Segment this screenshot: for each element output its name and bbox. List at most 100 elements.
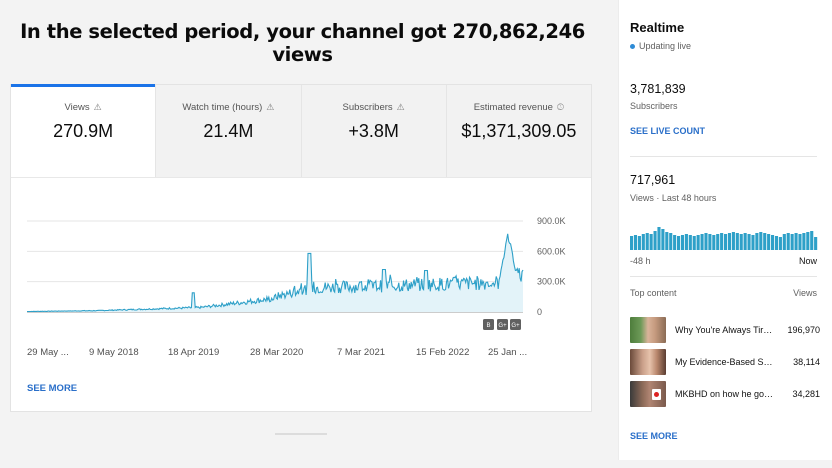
tab-views[interactable]: Views ⚠ 270.9M xyxy=(11,84,156,177)
tab-value: 21.4M xyxy=(203,121,254,141)
views-column-label: Views xyxy=(793,288,817,298)
realtime-bar xyxy=(684,234,688,250)
warning-icon: ⚠ xyxy=(396,102,405,112)
realtime-bar xyxy=(724,234,728,250)
realtime-title: Realtime xyxy=(630,20,685,35)
tab-revenue[interactable]: Estimated revenue 🕓︎ $1,371,309.05 xyxy=(445,85,591,177)
x-tick-label: 7 Mar 2021 xyxy=(337,347,385,358)
realtime-bar xyxy=(649,234,653,250)
realtime-bar xyxy=(680,235,685,250)
tab-label: Estimated revenue xyxy=(473,102,553,113)
analytics-card: Views ⚠ 270.9M Watch time (hours) ⚠ 21.4M … xyxy=(10,84,592,412)
tab-subscribers[interactable]: Subscribers ⚠ +3.8M xyxy=(300,85,446,177)
y-tick-label: 600.0K xyxy=(537,246,566,256)
divider xyxy=(630,276,817,277)
chart-annotation-badge[interactable]: B xyxy=(483,319,494,330)
realtime-bar xyxy=(767,234,771,250)
realtime-bar xyxy=(755,233,759,250)
tab-watch-time[interactable]: Watch time (hours) ⚠ 21.4M xyxy=(155,85,301,177)
tab-label: Watch time (hours) xyxy=(182,102,263,113)
bars-end-label: Now xyxy=(798,256,817,266)
realtime-see-more-link[interactable]: SEE MORE xyxy=(630,431,678,441)
views-chart: 900.0K 600.0K 300.0K 0 29 May ... 9 May 2018 1… xyxy=(11,178,591,368)
see-live-count-link[interactable]: SEE LIVE COUNT xyxy=(630,126,706,136)
views-chart-svg: 900.0K 600.0K 300.0K 0 29 May ... 9 May 2018 1… xyxy=(27,216,566,358)
realtime-bar xyxy=(645,233,649,250)
badge-label: B xyxy=(486,323,490,329)
realtime-bar xyxy=(735,233,739,250)
subscriber-label: Subscribers xyxy=(630,101,678,111)
realtime-bar xyxy=(814,237,818,250)
video-views: 196,970 xyxy=(787,325,820,335)
chart-annotation-badge[interactable]: G+ xyxy=(510,319,521,330)
top-content-item[interactable]: Why You're Always Tire... 196,970 xyxy=(630,316,820,344)
tab-label: Views xyxy=(64,102,90,113)
realtime-bar xyxy=(778,237,782,250)
realtime-bar xyxy=(630,236,634,250)
realtime-bar xyxy=(665,232,669,250)
tab-value: +3.8M xyxy=(348,121,399,141)
realtime-bar xyxy=(633,235,638,250)
realtime-bar xyxy=(653,231,657,250)
x-tick-label: 25 Jan ... xyxy=(488,347,527,358)
realtime-panel: Realtime Updating live 3,781,839 Subscri… xyxy=(618,0,832,460)
logo-dot-icon xyxy=(654,392,659,397)
video-thumbnail xyxy=(630,381,666,407)
scroll-indicator xyxy=(275,433,327,435)
badge-background xyxy=(483,319,494,330)
video-title: My Evidence-Based Ski... xyxy=(675,357,775,367)
top-content-item[interactable]: My Evidence-Based Ski... 38,114 xyxy=(630,348,820,376)
realtime-views-label: Views · Last 48 hours xyxy=(630,193,717,203)
realtime-bar xyxy=(637,236,641,250)
tab-value: 270.9M xyxy=(53,121,114,141)
video-views: 38,114 xyxy=(793,357,820,367)
realtime-bar xyxy=(786,233,790,250)
realtime-bar xyxy=(751,235,755,250)
realtime-bar xyxy=(704,233,708,250)
badge-background xyxy=(497,319,508,330)
realtime-bar-chart xyxy=(630,227,818,250)
realtime-bar xyxy=(696,235,700,250)
realtime-bar xyxy=(763,233,767,250)
realtime-bar xyxy=(673,235,677,250)
x-tick-label: 15 Feb 2022 xyxy=(416,347,469,358)
bars-start-label: -48 h xyxy=(630,256,651,266)
video-thumbnail xyxy=(630,349,666,375)
tab-label: Subscribers xyxy=(342,102,393,113)
warning-icon: ⚠ xyxy=(266,102,275,112)
realtime-bar xyxy=(782,234,786,250)
metric-tabs: Views ⚠ 270.9M Watch time (hours) ⚠ 21.4M … xyxy=(11,84,591,178)
realtime-bar xyxy=(798,234,802,250)
video-views: 34,281 xyxy=(792,389,820,399)
realtime-bar xyxy=(806,232,810,250)
realtime-bar xyxy=(747,234,751,250)
realtime-bar xyxy=(716,234,720,250)
realtime-bar xyxy=(700,234,704,250)
x-tick-label: 18 Apr 2019 xyxy=(168,347,219,358)
realtime-bar xyxy=(661,229,665,250)
y-tick-label: 0 xyxy=(537,307,542,317)
realtime-bar xyxy=(657,227,661,250)
realtime-bar xyxy=(774,236,779,250)
live-status-text: Updating live xyxy=(639,41,692,51)
warning-icon: ⚠ xyxy=(93,102,102,112)
see-more-link[interactable]: SEE MORE xyxy=(27,383,78,394)
x-tick-label: 9 May 2018 xyxy=(89,347,139,358)
realtime-views-count: 717,961 xyxy=(630,173,676,187)
x-tick-label: 28 Mar 2020 xyxy=(250,347,303,358)
realtime-bar xyxy=(720,233,724,250)
realtime-bar xyxy=(669,233,673,250)
video-title: Why You're Always Tire... xyxy=(675,325,775,335)
page-headline: In the selected period, your channel got… xyxy=(20,20,585,66)
top-content-label: Top content xyxy=(630,288,677,298)
tab-value: $1,371,309.05 xyxy=(461,121,577,141)
chart-annotation-badge[interactable]: G+ xyxy=(497,319,508,330)
badge-label: G+ xyxy=(511,323,520,329)
top-content-item[interactable]: MKBHD on how he got 1... 34,281 xyxy=(630,380,820,408)
subscriber-count: 3,781,839 xyxy=(630,82,686,96)
realtime-bar xyxy=(712,235,716,250)
realtime-bar xyxy=(688,235,692,250)
realtime-bar xyxy=(759,232,763,250)
series-area xyxy=(27,233,523,312)
realtime-bar xyxy=(743,233,747,250)
